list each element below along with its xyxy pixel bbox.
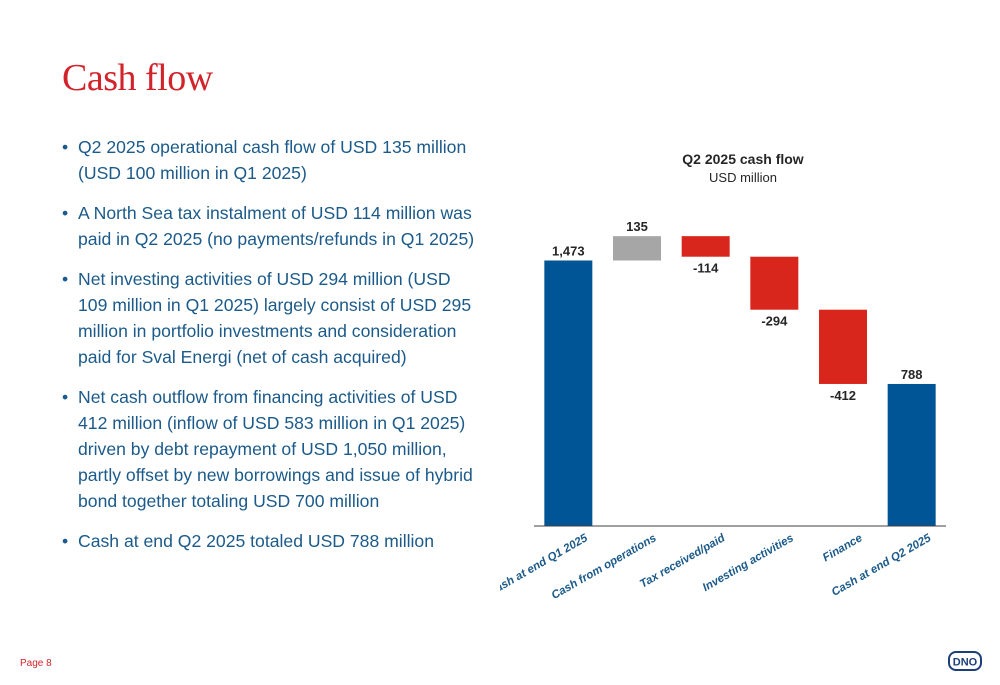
bar-cash-at-end-q1-2025 — [544, 260, 593, 526]
bar-cash-at-end-q2-2025 — [887, 383, 936, 526]
bullet-marker: • — [62, 531, 69, 551]
bullet-list: • Q2 2025 operational cash flow of USD 13… — [62, 134, 482, 568]
bar-investing-activities — [750, 256, 799, 310]
bullet-item: • Net investing activities of USD 294 mil… — [62, 266, 482, 370]
bullet-marker: • — [62, 203, 69, 223]
value-label-group: 1,473 135 -114 -294 -412 788 — [552, 219, 922, 403]
logo-text: DNO — [953, 657, 978, 669]
value-label: -114 — [693, 261, 719, 276]
page-number: Page 8 — [20, 658, 52, 669]
value-label: -294 — [761, 314, 788, 329]
dno-logo: DNO — [948, 651, 982, 671]
bullet-marker: • — [62, 269, 69, 289]
bar-cash-from-operations — [613, 236, 661, 261]
value-label: 135 — [626, 219, 648, 234]
bullet-text: A North Sea tax instalment of USD 114 mi… — [78, 203, 475, 249]
value-label: -412 — [830, 388, 856, 403]
value-label: 788 — [901, 367, 923, 382]
bar-group — [544, 236, 936, 526]
waterfall-chart: Q2 2025 cash flow USD million 1,473 135 -1… — [500, 151, 946, 602]
bullet-text: Net cash outflow from financing activiti… — [78, 387, 473, 511]
category-label: Finance — [821, 532, 865, 564]
bullet-item: • Net cash outflow from financing activit… — [62, 384, 482, 514]
bullet-item: • Cash at end Q2 2025 totaled USD 788 mil… — [62, 528, 482, 554]
value-label: 1,473 — [552, 243, 585, 258]
bullet-text: Q2 2025 operational cash flow of USD 135… — [78, 137, 467, 183]
bullet-item: • A North Sea tax instalment of USD 114 m… — [62, 200, 482, 252]
bullet-marker: • — [62, 137, 69, 157]
bullet-marker: • — [62, 387, 69, 407]
bar-finance — [819, 309, 867, 384]
bar-tax-received-paid — [681, 236, 730, 257]
chart-title: Q2 2025 cash flow — [682, 151, 804, 167]
chart-subtitle: USD million — [709, 170, 777, 185]
bullet-item: • Q2 2025 operational cash flow of USD 13… — [62, 134, 482, 186]
bullet-text: Cash at end Q2 2025 totaled USD 788 mill… — [78, 531, 434, 551]
bullet-text: Net investing activities of USD 294 mill… — [78, 269, 472, 367]
slide-title: Cash flow — [62, 57, 213, 99]
